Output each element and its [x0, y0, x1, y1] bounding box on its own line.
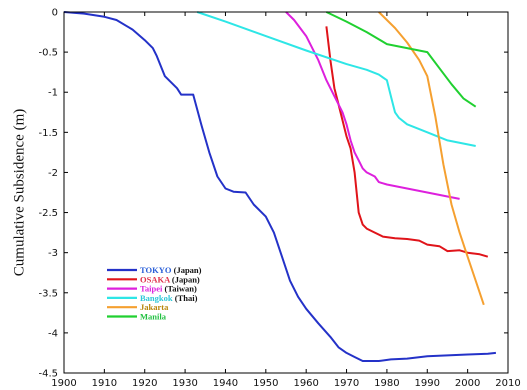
x-tick-label: 1980	[374, 378, 399, 389]
plot-frame	[63, 11, 509, 374]
legend-label-osaka: OSAKA (Japan)	[140, 274, 200, 284]
x-tick-label: 1940	[213, 378, 238, 389]
x-tick-label: 1960	[293, 378, 318, 389]
x-tick-label: 1990	[415, 378, 440, 389]
y-tick-label: -3	[48, 248, 58, 259]
legend-series-name: Bangkok	[140, 293, 173, 303]
legend-series-name: TOKYO	[140, 265, 172, 275]
legend-series-country: (Taiwan)	[162, 284, 197, 294]
x-tick-label: 1970	[334, 378, 359, 389]
y-tick-label: -4	[48, 328, 58, 339]
series-line-bangkok	[196, 11, 476, 147]
y-tick-label: -2.5	[38, 208, 58, 219]
y-tick-label: -4.5	[38, 369, 58, 380]
series-line-manila	[325, 11, 477, 108]
legend: TOKYO (Japan)OSAKA (Japan)Taipei (Taiwan…	[107, 265, 202, 322]
legend-series-country: (Thai)	[173, 293, 198, 303]
plot-lines	[63, 11, 496, 362]
y-tick-label: 0	[52, 8, 58, 19]
y-tick-label: -1	[48, 88, 58, 99]
legend-series-name: Manila	[140, 312, 167, 322]
x-tick-label: 1900	[51, 378, 76, 389]
legend-label-tokyo: TOKYO (Japan)	[140, 265, 202, 275]
legend-label-taipei: Taipei (Taiwan)	[140, 284, 197, 294]
series-line-tokyo	[63, 11, 496, 362]
series-line-jakarta	[378, 11, 485, 306]
legend-series-name: Jakarta	[140, 302, 169, 312]
legend-label-manila: Manila	[140, 312, 167, 322]
legend-series-name: OSAKA	[140, 274, 171, 284]
x-tick-label: 1910	[92, 378, 117, 389]
legend-series-country: (Japan)	[172, 265, 202, 275]
legend-series-country: (Japan)	[170, 274, 200, 284]
y-tick-label: -1.5	[38, 128, 58, 139]
series-line-osaka	[325, 26, 489, 258]
legend-label-jakarta: Jakarta	[140, 302, 169, 312]
y-tick-label: -2	[48, 168, 58, 179]
x-tick-label: 1920	[132, 378, 157, 389]
axis-ticks: 1900 1910 1920 1930 1940 1950 1960 1970 1980 1990…	[38, 8, 520, 390]
x-tick-label: 2000	[455, 378, 480, 389]
x-tick-label: 1930	[172, 378, 197, 389]
x-tick-label: 2010	[495, 378, 520, 389]
legend-label-bangkok: Bangkok (Thai)	[140, 293, 198, 303]
y-tick-label: -0.5	[38, 48, 58, 59]
y-tick-label: -3.5	[38, 288, 58, 299]
y-axis-label: Cumulative Subsidence (m)	[11, 109, 27, 276]
series-line-taipei	[285, 11, 460, 200]
legend-series-name: Taipei	[140, 284, 163, 294]
x-tick-label: 1950	[253, 378, 278, 389]
